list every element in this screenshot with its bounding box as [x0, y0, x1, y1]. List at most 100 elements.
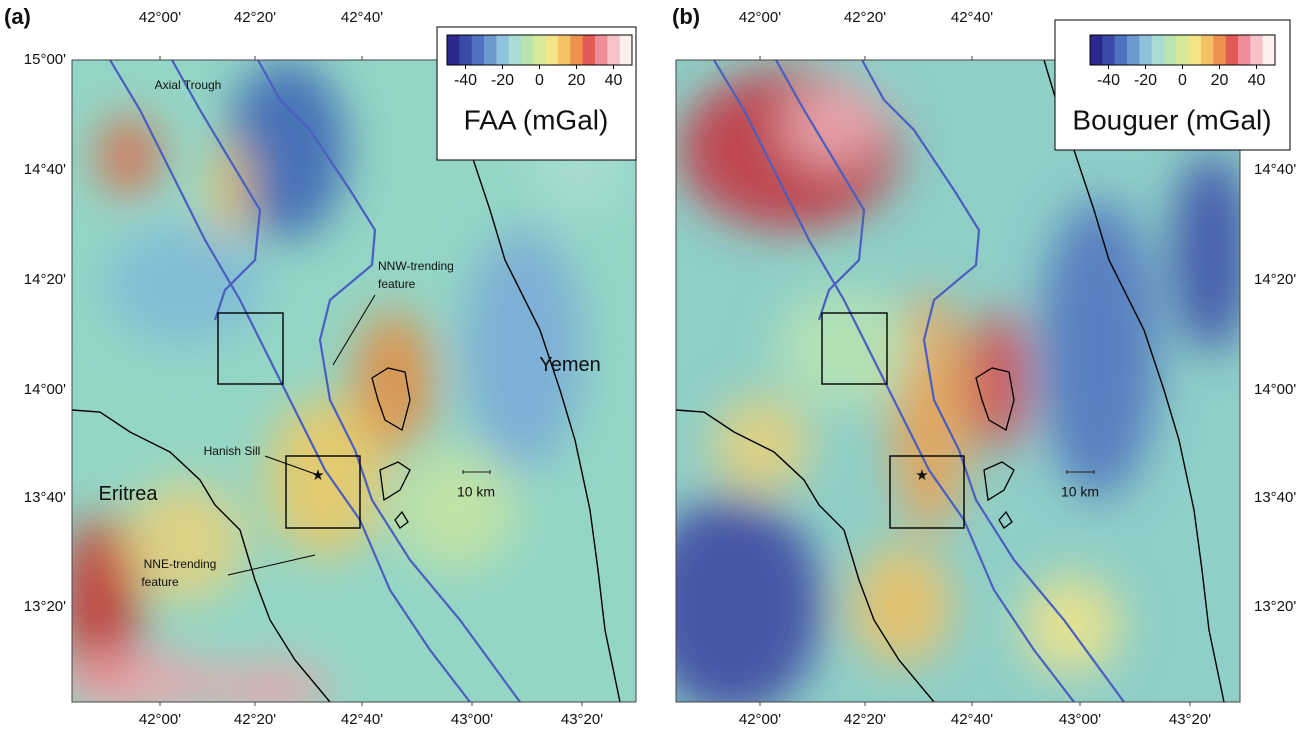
lon-tick-label: 43°20' [1169, 711, 1211, 728]
anomaly [210, 138, 250, 238]
lon-tick-label: 42°20' [234, 711, 276, 728]
anomaly [60, 653, 220, 713]
lon-tick-label: 42°40' [951, 9, 993, 26]
anomaly [642, 496, 822, 716]
colorbar-tick-label: 40 [1248, 72, 1266, 89]
lon-tick-label: 42°00' [139, 711, 181, 728]
anomaly [105, 225, 265, 345]
colorbar-tick-label: 40 [605, 72, 623, 89]
colorbar-swatch [1115, 35, 1128, 65]
colorbar-swatch [570, 35, 583, 65]
colorbar-tick-label: 0 [1178, 72, 1187, 89]
anomaly [852, 546, 952, 666]
annotation: Hanish Sill [204, 444, 261, 458]
colorbar-swatch [546, 35, 559, 65]
colorbar-swatch [1263, 35, 1276, 65]
lon-tick-label: 42°40' [341, 711, 383, 728]
lon-tick-label: 42°00' [739, 711, 781, 728]
colorbar-tick-label: 0 [535, 72, 544, 89]
lat-tick-label: 14°40' [1254, 161, 1296, 178]
annotation-line: feature [141, 575, 179, 589]
colorbar-swatch [1090, 35, 1103, 65]
scale-bar-label: 10 km [457, 484, 495, 500]
colorbar-swatch [1164, 35, 1177, 65]
lat-tick-label: 13°40' [24, 489, 66, 506]
colorbar-swatch [1238, 35, 1251, 65]
lat-tick-label: 13°20' [24, 598, 66, 615]
lat-tick-label: 13°40' [1254, 489, 1296, 506]
star: ★ [311, 467, 324, 484]
colorbar-swatch [1152, 35, 1165, 65]
colorbar-swatch [558, 35, 571, 65]
annotation: Axial Trough [155, 78, 222, 92]
anomaly [1039, 199, 1159, 499]
lon-tick-label: 43°20' [561, 711, 603, 728]
colorbar-swatch [484, 35, 497, 65]
colorbar-swatch [620, 35, 633, 65]
annotation-line: NNW-trending [378, 259, 454, 273]
figure: ★ (a) 42°00' 42°20' 42°40' 42°00' 42°20' 42°40'… [0, 0, 1314, 734]
anomaly [463, 229, 583, 469]
scale-bar-label: 10 km [1061, 484, 1099, 500]
colorbar-swatch [1176, 35, 1189, 65]
lat-tick-label: 14°20' [1254, 271, 1296, 288]
colorbar-tick-label: -40 [454, 72, 477, 89]
lon-tick-label: 42°20' [234, 9, 276, 26]
colorbar-swatch [521, 35, 534, 65]
colorbar-swatch [496, 35, 509, 65]
lon-tick-label: 43°00' [1059, 711, 1101, 728]
anomaly [396, 449, 516, 569]
colorbar-tick-label: -40 [1097, 72, 1120, 89]
lat-tick-label: 14°00' [24, 381, 66, 398]
colorbar-swatch [1102, 35, 1115, 65]
annotation: Yemen [539, 354, 601, 376]
colorbar-swatch [583, 35, 596, 65]
panel-label: (b) [672, 4, 700, 29]
lat-tick-label: 15°00' [24, 51, 66, 68]
colorbar-swatch [447, 35, 460, 65]
colorbar-swatch [1213, 35, 1226, 65]
lon-tick-label: 42°00' [139, 9, 181, 26]
colorbar-label: FAA (mGal) [464, 104, 609, 135]
colorbar-swatch [1250, 35, 1263, 65]
annotation-line: Axial Trough [155, 78, 222, 92]
colorbar-swatch [1127, 35, 1140, 65]
anomaly [775, 289, 915, 409]
lat-tick-label: 14°20' [24, 271, 66, 288]
annotation-line: Yemen [539, 354, 601, 376]
colorbar-swatch [1189, 35, 1202, 65]
colorbar-swatch [472, 35, 485, 65]
lon-tick-label: 42°20' [844, 711, 886, 728]
colorbar-swatch [607, 35, 620, 65]
lon-tick-label: 42°40' [951, 711, 993, 728]
annotation-line: Eritrea [99, 483, 159, 505]
anomaly [784, 84, 884, 164]
colorbar-tick-label: 20 [568, 72, 586, 89]
star: ★ [915, 467, 928, 484]
colorbar-swatch [509, 35, 522, 65]
lat-tick-label: 14°40' [24, 161, 66, 178]
colorbar-label: Bouguer (mGal) [1072, 104, 1271, 135]
colorbar-swatch [533, 35, 546, 65]
colorbar-swatch [595, 35, 608, 65]
colorbar-swatch [459, 35, 472, 65]
lon-tick-label: 42°00' [739, 9, 781, 26]
colorbar-swatch [1139, 35, 1152, 65]
annotation-line: feature [378, 277, 416, 291]
colorbar-swatch [1201, 35, 1214, 65]
lon-tick-label: 43°00' [451, 711, 493, 728]
annotation: Eritrea [99, 483, 159, 505]
colorbar-tick-label: -20 [491, 72, 514, 89]
panel-label: (a) [4, 4, 31, 29]
annotation-line: NNE-trending [144, 557, 217, 571]
anomaly [1021, 575, 1121, 675]
lon-tick-label: 42°20' [844, 9, 886, 26]
lon-tick-label: 42°40' [341, 9, 383, 26]
colorbar-swatch [1226, 35, 1239, 65]
anomaly [209, 664, 329, 714]
annotation-line: Hanish Sill [204, 444, 261, 458]
lat-tick-label: 13°20' [1254, 598, 1296, 615]
colorbar-tick-label: -20 [1134, 72, 1157, 89]
colorbar-tick-label: 20 [1211, 72, 1229, 89]
map-area: ★ [642, 60, 1251, 716]
